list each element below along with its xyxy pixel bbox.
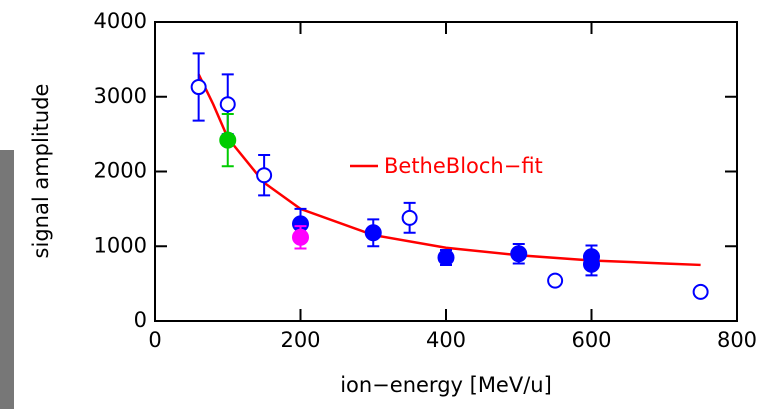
data-point (366, 225, 381, 240)
data-point (584, 249, 599, 264)
data-point (192, 80, 206, 94)
x-tick-label: 400 (426, 328, 466, 352)
data-point (221, 97, 235, 111)
photo-edge (0, 150, 14, 409)
data-point (511, 246, 526, 261)
x-tick-label: 800 (717, 328, 757, 352)
y-axis-label: signal amplitude (29, 84, 53, 259)
data-point (257, 168, 271, 182)
legend-label: BetheBloch−fit (384, 154, 543, 178)
y-tick-label: 4000 (94, 9, 147, 33)
x-axis-label: ion−energy [MeV/u] (340, 373, 552, 397)
data-point (293, 230, 308, 245)
data-point (548, 274, 562, 288)
y-tick-label: 1000 (94, 233, 147, 257)
x-tick-label: 600 (571, 328, 611, 352)
x-tick-label: 200 (280, 328, 320, 352)
data-point (439, 250, 454, 265)
data-point (694, 285, 708, 299)
x-tick-label: 0 (148, 328, 161, 352)
data-point (403, 211, 417, 225)
y-tick-label: 0 (134, 308, 147, 332)
y-tick-label: 2000 (94, 159, 147, 183)
data-point (220, 133, 235, 148)
chart: ion−energy [MeV/u] signal amplitude 0 200… (0, 0, 773, 409)
y-tick-label: 3000 (94, 84, 147, 108)
